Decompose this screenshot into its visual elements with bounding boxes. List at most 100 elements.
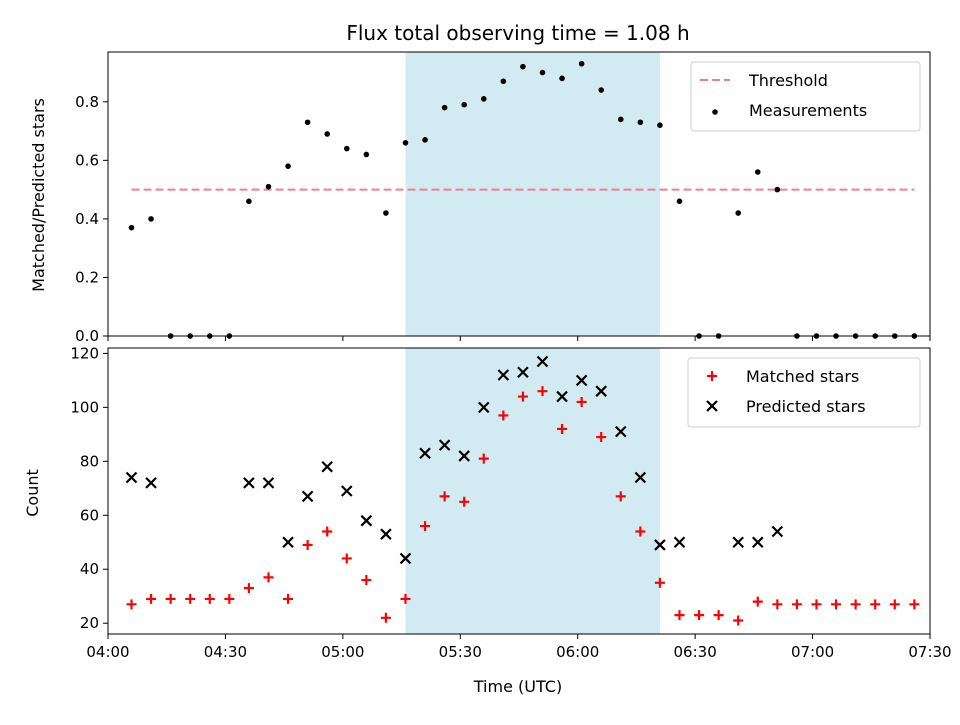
measurement-point <box>657 122 663 128</box>
x-tick-label: 06:00 <box>556 643 599 661</box>
matched-star-marker <box>791 599 802 610</box>
measurement-point <box>774 186 781 193</box>
x-tick-label: 05:30 <box>439 643 482 661</box>
figure-title: Flux total observing time = 1.08 h <box>346 21 689 45</box>
matched-star-marker <box>596 432 607 443</box>
measurement-point <box>559 75 565 82</box>
measurement-point <box>461 101 468 108</box>
matched-star-marker <box>615 491 626 502</box>
predicted-star-marker <box>399 552 412 565</box>
y-tick-label: 0.6 <box>75 151 99 169</box>
predicted-star-marker <box>340 485 353 497</box>
x-tick-label: 06:30 <box>674 643 717 661</box>
matched-star-marker <box>400 593 411 604</box>
matched-star-marker <box>811 599 822 610</box>
matched-star-marker <box>713 610 724 621</box>
matched-star-marker <box>420 521 431 532</box>
legend: Threshold Measurements <box>690 61 921 132</box>
matched-star-marker <box>850 599 861 610</box>
matched-star-marker <box>243 583 254 594</box>
matched-star-marker <box>478 453 489 464</box>
bottom-panel: 20 40 60 80 100 120 04:00 04:30 05:00 05:30 06:00 0… <box>70 344 951 661</box>
y-tick-label: 40 <box>80 560 99 578</box>
matched-star-marker <box>322 526 333 537</box>
matched-star-marker <box>772 599 783 610</box>
y-tick-label: 0.2 <box>75 268 99 286</box>
predicted-star-marker <box>556 390 568 403</box>
measurement-point <box>343 145 350 152</box>
predicted-star-marker <box>634 471 647 484</box>
predicted-star-marker <box>301 490 314 503</box>
predicted-star-marker <box>419 447 431 460</box>
x-tick-label: 04:00 <box>86 643 129 661</box>
predicted-star-marker <box>575 374 588 387</box>
legend-label: Matched stars <box>746 367 859 386</box>
matched-star-marker <box>557 423 568 434</box>
matched-star-marker <box>459 496 470 507</box>
matched-star-marker <box>439 491 450 502</box>
predicted-star-marker <box>654 539 666 551</box>
matched-star-marker <box>341 553 352 564</box>
predicted-star-marker <box>360 514 373 527</box>
top-panel: 0.0 0.2 0.4 0.6 0.8 Threshold Measurements <box>75 51 931 345</box>
matched-star-marker <box>654 577 665 588</box>
matched-star-marker <box>733 615 744 626</box>
predicted-star-marker <box>438 439 451 451</box>
predicted-star-marker <box>125 471 138 484</box>
matched-star-marker <box>517 391 528 402</box>
measurement-point <box>304 119 311 126</box>
matched-star-marker <box>889 599 900 610</box>
matched-star-marker <box>498 410 509 421</box>
predicted-star-marker <box>458 450 470 462</box>
predicted-star-marker <box>380 528 392 540</box>
predicted-star-marker <box>732 536 744 549</box>
measurement-point <box>480 96 487 102</box>
matched-star-marker <box>224 593 235 604</box>
predicted-star-marker <box>282 536 294 549</box>
matched-star-marker <box>909 599 920 610</box>
matched-star-marker <box>537 386 548 397</box>
matched-star-marker <box>185 593 196 604</box>
legend-measurement-handle <box>712 109 718 115</box>
y-tick-label: 0.0 <box>75 327 99 345</box>
measurement-point <box>500 78 507 85</box>
y-tick-label: 80 <box>80 452 99 470</box>
measurement-point <box>128 224 135 231</box>
measurement-point <box>676 198 683 205</box>
axes-frame <box>107 51 931 337</box>
matched-star-marker <box>831 599 842 610</box>
predicted-star-marker <box>673 536 686 549</box>
measurement-point <box>324 131 331 137</box>
measurement-point <box>520 63 526 70</box>
measurement-point <box>637 119 644 126</box>
predicted-star-marker <box>517 366 529 379</box>
matched-star-marker <box>752 596 763 607</box>
y-tick-label: 100 <box>70 398 99 416</box>
measurement-point <box>265 183 272 190</box>
y-tick-label: 60 <box>80 506 99 524</box>
matched-star-marker <box>146 593 157 604</box>
predicted-star-marker <box>751 536 764 549</box>
measurement-point <box>246 198 252 205</box>
y-tick-label: 0.8 <box>75 93 99 111</box>
matched-star-marker <box>126 599 137 610</box>
matched-star-marker <box>361 575 372 586</box>
matched-star-marker <box>380 612 391 623</box>
top-y-axis-label: Matched/Predicted stars <box>29 98 48 292</box>
measurement-point <box>735 210 741 216</box>
matched-star-marker <box>576 396 587 407</box>
predicted-star-marker <box>536 355 549 368</box>
legend-box <box>687 357 921 428</box>
measurement-point <box>441 104 448 111</box>
predicted-star-marker <box>145 477 157 489</box>
measurement-point <box>754 169 761 175</box>
y-tick-label: 0.4 <box>75 210 99 228</box>
predicted-star-marker <box>477 401 490 414</box>
predicted-star-marker <box>321 460 333 473</box>
predicted-star-marker <box>243 477 255 489</box>
highlight-span <box>405 52 660 336</box>
matched-star-marker <box>870 599 881 610</box>
x-tick-label: 07:00 <box>791 643 834 661</box>
measurement-point <box>539 69 546 76</box>
